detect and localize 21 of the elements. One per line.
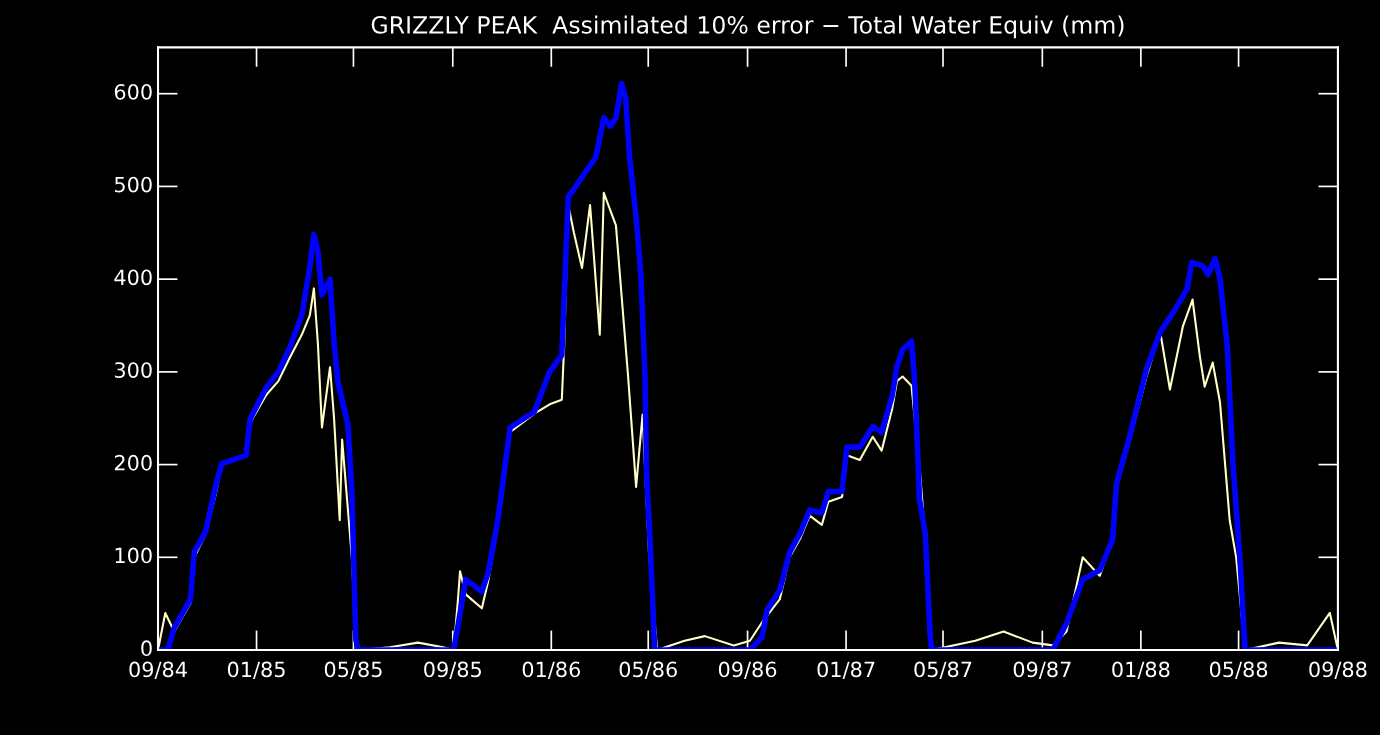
x-tick-label: 05/85 [324, 661, 382, 679]
x-tick-label: 01/88 [1112, 661, 1170, 679]
y-tick-label: 300 [114, 362, 152, 378]
y-tick-label: 500 [114, 176, 152, 193]
y-tick-label: 400 [114, 269, 152, 286]
x-tick-label: 05/88 [1209, 661, 1268, 679]
y-tick-label: 100 [115, 547, 152, 564]
chart-title: GRIZZLY PEAK Assimilated 10% error − Total Water Equiv (mm) [371, 15, 1124, 39]
y-tick-label: 600 [114, 83, 152, 100]
x-tick-label: 09/87 [1013, 661, 1071, 679]
x-tick-label: 09/84 [129, 661, 187, 679]
x-tick-label: 05/87 [914, 661, 972, 679]
x-tick-label: 01/86 [522, 661, 581, 679]
y-tick-label: 200 [114, 454, 152, 471]
x-tick-label: 01/87 [817, 661, 875, 679]
x-tick-label: 09/86 [718, 661, 777, 679]
x-tick-label: 01/85 [227, 661, 285, 679]
x-tick-label: 09/85 [424, 661, 481, 679]
x-tick-label: 05/86 [619, 661, 677, 679]
y-tick-label: 0 [141, 640, 152, 657]
x-tick-label: 09/88 [1309, 661, 1367, 679]
